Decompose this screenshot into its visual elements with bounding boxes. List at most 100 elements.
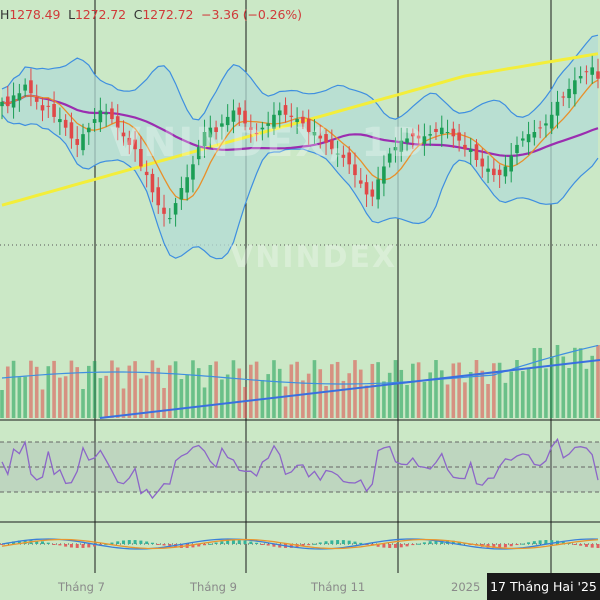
macd-histogram-bar (492, 544, 496, 548)
macd-histogram-bar (46, 542, 50, 544)
candles (0, 55, 600, 227)
volume-bar (497, 362, 502, 418)
volume-bar (347, 373, 351, 418)
volume-bar (266, 374, 270, 418)
candle-body (428, 134, 432, 136)
change-value: −3.36 (−0.26%) (201, 7, 302, 22)
volume-bar (115, 367, 120, 418)
macd-histogram-bar (596, 544, 600, 548)
volume-pane (0, 344, 600, 419)
candle-body (23, 84, 27, 91)
macd-histogram-bar (365, 544, 369, 545)
x-tick-label: Tháng 7 (58, 580, 105, 594)
volume-bar (237, 368, 242, 418)
candle-body (358, 180, 363, 184)
low-value: 1272.72 (74, 7, 126, 22)
candle-body (0, 101, 4, 107)
candle-body (312, 132, 317, 136)
candle-body (526, 134, 531, 143)
macd-histogram-bar (584, 544, 588, 547)
candle-body (590, 67, 595, 75)
candle-body (92, 119, 97, 123)
volume-bar (58, 377, 62, 418)
candle-body (272, 114, 276, 129)
volume-bar (254, 361, 259, 418)
volume-bar (486, 383, 490, 418)
volume-bar (34, 366, 39, 418)
ma-slow (1, 52, 599, 207)
volume-bar (104, 375, 108, 418)
volume-bar (463, 382, 467, 418)
volume-bar (277, 368, 282, 418)
candle-body (422, 136, 427, 144)
volume-bar (150, 360, 155, 418)
volume-bar (220, 379, 224, 418)
candle-body (110, 108, 114, 120)
candle-body (58, 119, 62, 123)
candle-body (69, 122, 74, 139)
low-key: L (68, 7, 75, 22)
ma-fast (1, 79, 599, 201)
volume-bar (561, 356, 566, 418)
volume-bar (439, 370, 444, 418)
candle-body (150, 173, 155, 193)
candle-body (214, 127, 218, 132)
rsi-band (0, 442, 600, 492)
volume-bar (358, 369, 363, 418)
candle-body (318, 135, 323, 139)
macd-histogram-bar (388, 544, 392, 548)
macd-histogram-bar (0, 544, 4, 545)
macd-pane (0, 538, 600, 550)
candle-body (393, 147, 398, 151)
candle-body (353, 164, 357, 176)
macd-histogram-bar (411, 544, 415, 546)
candle-body (503, 166, 508, 177)
x-tick-label: 2025 (451, 580, 481, 594)
candle-body (115, 116, 120, 128)
macd-histogram-bar (17, 540, 21, 544)
macd-histogram-bar (41, 541, 45, 544)
volume-bar (532, 348, 537, 418)
candle-body (295, 119, 299, 123)
candle-body (306, 118, 311, 132)
macd-histogram-bar (35, 540, 39, 544)
macd-histogram-bar (64, 544, 68, 547)
macd-histogram-bar (231, 540, 235, 544)
macd-histogram-bar (203, 544, 207, 546)
volume-bar (538, 347, 542, 418)
macd-histogram-bar (272, 544, 276, 547)
macd-histogram-bar (266, 544, 270, 546)
candle-body (364, 182, 369, 195)
close-key: C (133, 7, 143, 22)
macd-histogram-bar (359, 542, 363, 544)
macd-histogram-bar (307, 544, 311, 546)
volume-bar (445, 384, 450, 418)
candle-body (231, 110, 236, 122)
volume-bar (249, 364, 253, 418)
volume-bar (156, 367, 161, 418)
macd-histogram-bar (162, 544, 166, 546)
candle-body (121, 132, 126, 137)
candle-body (34, 96, 39, 102)
candle-body (555, 101, 560, 116)
candle-body (549, 114, 554, 129)
volume-bar (428, 372, 432, 418)
macd-histogram-bar (208, 543, 212, 545)
macd-histogram-bar (561, 541, 565, 544)
volume-bar (526, 368, 531, 418)
macd-histogram-bar (278, 544, 282, 548)
volume-bar (133, 361, 137, 418)
volume-bar (283, 386, 288, 418)
macd-histogram-bar (399, 544, 403, 548)
macd-histogram-bar (312, 543, 316, 545)
candle-body (220, 123, 224, 127)
volume-bar (312, 360, 317, 418)
candle-body (509, 155, 514, 172)
candle-body (162, 207, 166, 214)
volume-bar (69, 360, 74, 418)
volume-bar (225, 374, 230, 418)
macd-line (1, 538, 599, 550)
volume-bar (214, 361, 218, 418)
